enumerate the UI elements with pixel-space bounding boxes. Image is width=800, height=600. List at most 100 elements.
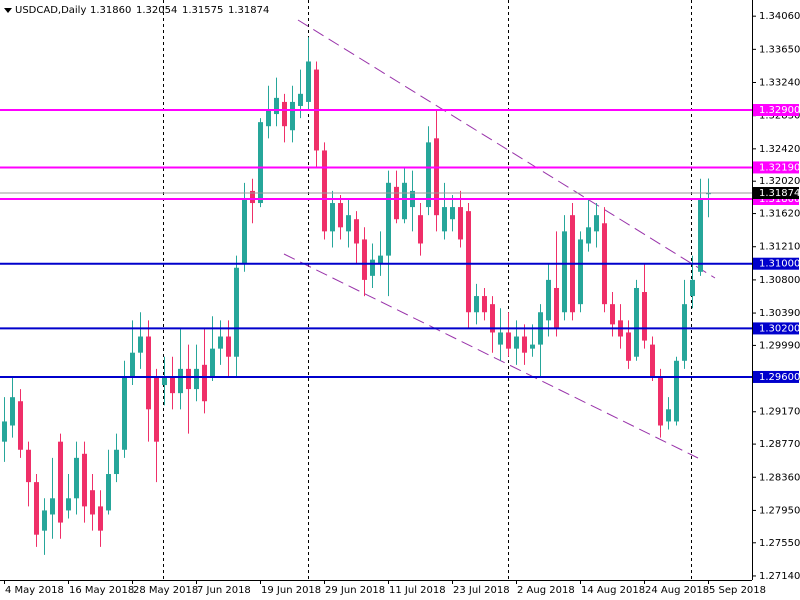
y-tick-label: 1.27550 — [759, 538, 800, 549]
symbol-label: USDCAD,Daily — [15, 5, 86, 16]
candle-body — [354, 219, 359, 244]
candle-body — [2, 421, 7, 442]
level-label-box — [753, 104, 799, 117]
y-tick-label: 1.28770 — [759, 439, 800, 450]
candle-body — [482, 296, 487, 313]
candle-body — [250, 190, 255, 204]
x-tick-label: 16 May 2018 — [69, 585, 134, 596]
level-label-box — [753, 370, 799, 383]
y-tick-label: 1.30800 — [759, 275, 800, 286]
x-tick-label: 24 Aug 2018 — [645, 585, 709, 596]
candle-body — [546, 279, 551, 321]
candle-body — [282, 101, 287, 127]
candle-body — [194, 368, 199, 390]
candle-body — [666, 409, 671, 422]
x-tick-label: 28 May 2018 — [133, 585, 198, 596]
candle-body — [258, 122, 263, 204]
level-label: 1.30200 — [759, 323, 800, 334]
candle-body — [266, 110, 271, 127]
candle-body — [698, 198, 703, 272]
candle-body — [10, 397, 15, 426]
candle-body — [138, 336, 143, 353]
candle-body — [690, 279, 695, 297]
ohlc-close: 1.31874 — [228, 5, 269, 16]
x-tick-label: 11 Jul 2018 — [389, 585, 446, 596]
candle-body — [338, 203, 343, 228]
candle-body — [66, 498, 71, 511]
menu-triangle[interactable] — [4, 8, 12, 13]
y-tick-label: 1.29170 — [759, 407, 800, 418]
candle-body — [58, 441, 63, 523]
candle-body — [562, 231, 567, 313]
candle-body — [530, 344, 535, 349]
candle-body — [170, 376, 175, 394]
candle-body — [330, 203, 335, 232]
candle-body — [306, 61, 311, 102]
candle-body — [514, 336, 519, 349]
level-label: 1.32900 — [759, 105, 800, 116]
candle-body — [210, 348, 215, 377]
candle-body — [154, 376, 159, 442]
y-tick-label: 1.32420 — [759, 144, 800, 155]
candle-body — [130, 352, 135, 377]
candle-body — [706, 193, 711, 195]
candle-body — [74, 457, 79, 499]
candle-body — [418, 215, 423, 244]
candle-body — [522, 336, 527, 353]
y-tick-label: 1.27950 — [759, 505, 800, 516]
level-label: 1.32190 — [759, 162, 800, 173]
x-tick-label: 4 May 2018 — [5, 585, 64, 596]
candle-body — [42, 510, 47, 531]
ohlc-high: 1.32054 — [136, 5, 177, 16]
candle-body — [458, 207, 463, 240]
candle-body — [466, 211, 471, 313]
candle-body — [370, 259, 375, 276]
trend-line — [297, 19, 716, 279]
trend-lines — [283, 19, 716, 459]
candle-body — [594, 215, 599, 232]
x-tick-label: 2 Aug 2018 — [517, 585, 575, 596]
candle-body — [642, 292, 647, 341]
y-tick-label: 1.30390 — [759, 308, 800, 319]
candle-body — [242, 198, 247, 264]
level-label: 1.29600 — [759, 372, 800, 383]
candle-body — [402, 182, 407, 220]
y-tick-label: 1.27140 — [759, 571, 800, 582]
candle-body — [178, 368, 183, 394]
candle-body — [394, 186, 399, 220]
candle-body — [658, 376, 663, 426]
candle-body — [650, 344, 655, 377]
candle-body — [674, 360, 679, 422]
candle-body — [226, 336, 231, 357]
trend-line — [283, 253, 699, 459]
x-tick-label: 14 Aug 2018 — [581, 585, 645, 596]
candle-body — [506, 332, 511, 349]
candle-body — [162, 376, 167, 386]
y-tick-label: 1.32020 — [759, 176, 800, 187]
candle-body — [98, 506, 103, 531]
candle-body — [450, 207, 455, 220]
ohlc-open: 1.31860 — [90, 5, 131, 16]
candle-body — [682, 304, 687, 361]
level-label-box — [753, 322, 799, 335]
x-tick-label: 29 Jun 2018 — [325, 585, 385, 596]
candle-body — [426, 142, 431, 208]
candle-body — [274, 97, 279, 115]
candle-body — [322, 150, 327, 232]
y-tick-label: 1.34060 — [759, 11, 800, 22]
candle-body — [362, 239, 367, 280]
candle-body — [202, 364, 207, 402]
candle-body — [90, 490, 95, 515]
candle-body — [346, 215, 351, 232]
y-tick-label: 1.31620 — [759, 209, 800, 220]
current-price-box — [753, 187, 799, 200]
candle-body — [26, 449, 31, 483]
candle-body — [146, 336, 151, 410]
y-tick-label: 1.32830 — [759, 111, 800, 122]
candle-body — [386, 182, 391, 256]
candle-body — [106, 474, 111, 511]
candle-body — [290, 101, 295, 131]
